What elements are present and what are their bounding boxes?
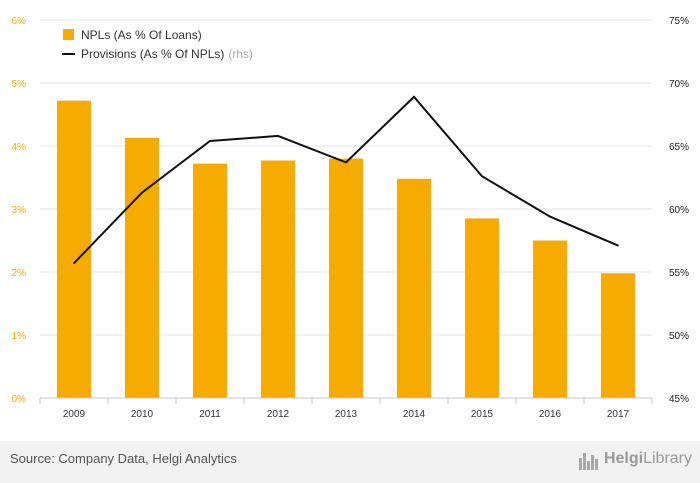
axes: 0% 45% 1% 50% 2% 55% 3% 60% 4% 65% 5% 70% 6% 75% 2009 2… xyxy=(12,16,690,420)
line-point xyxy=(481,175,483,178)
npl-bars xyxy=(57,100,635,398)
legend-swatch-npls xyxy=(63,29,74,40)
y-left-tick-label: 5% xyxy=(12,79,27,90)
x-tick-label: 2017 xyxy=(607,409,630,420)
x-tick-label: 2010 xyxy=(131,409,154,420)
x-tick-label: 2016 xyxy=(539,409,562,420)
line-point xyxy=(345,161,347,164)
y-right-tick-label: 55% xyxy=(669,268,689,279)
line-point xyxy=(549,215,551,218)
chart: 0% 45% 1% 50% 2% 55% 3% 60% 4% 65% 5% 70% 6% 75% 2009 2… xyxy=(12,16,690,420)
x-tick-label: 2014 xyxy=(403,409,426,420)
bar xyxy=(125,137,159,398)
y-left-tick-label: 1% xyxy=(12,331,27,342)
footer: Source: Company Data, Helgi Analytics He… xyxy=(0,441,700,483)
logo-text-helgi: Helgi xyxy=(603,450,644,467)
x-tick-label: 2015 xyxy=(471,409,494,420)
bar xyxy=(465,218,499,398)
bar xyxy=(601,273,635,398)
line-point xyxy=(413,96,415,98)
line-point xyxy=(73,262,75,264)
legend: NPLs (As % Of Loans) Provisions (As % Of… xyxy=(62,28,253,61)
legend-label-npls: NPLs (As % Of Loans) xyxy=(81,28,202,42)
bar xyxy=(397,178,431,398)
provisions-line xyxy=(73,95,619,264)
line-point xyxy=(141,191,143,194)
helgi-library-logo: HelgiLibrary xyxy=(578,447,692,471)
y-left-tick-label: 2% xyxy=(12,268,27,279)
y-left-tick-label: 3% xyxy=(12,205,27,216)
y-right-tick-label: 50% xyxy=(669,331,689,342)
bar xyxy=(533,240,567,398)
x-tick-label: 2013 xyxy=(335,409,358,420)
bar xyxy=(193,163,227,398)
y-right-tick-label: 60% xyxy=(669,205,689,216)
line-point xyxy=(617,244,619,247)
x-tick-label: 2011 xyxy=(199,409,221,420)
library-books-icon xyxy=(578,448,599,470)
x-tick-label: 2012 xyxy=(267,409,290,420)
line-point xyxy=(209,140,211,142)
y-left-tick-label: 6% xyxy=(12,16,27,27)
y-right-tick-label: 45% xyxy=(669,394,689,405)
y-left-tick-label: 0% xyxy=(12,394,27,405)
y-right-tick-label: 70% xyxy=(669,79,689,90)
bar xyxy=(329,158,363,398)
line-point xyxy=(277,135,279,137)
x-tick-label: 2009 xyxy=(63,409,86,420)
logo-text-library: Library xyxy=(643,450,692,467)
y-right-tick-label: 65% xyxy=(669,142,689,153)
bar xyxy=(57,100,91,398)
bar xyxy=(261,160,295,398)
y-left-tick-label: 4% xyxy=(12,142,27,153)
legend-label-provisions: Provisions (As % Of NPLs) (rhs) xyxy=(81,47,253,61)
y-right-tick-label: 75% xyxy=(669,16,689,27)
source-note: Source: Company Data, Helgi Analytics xyxy=(10,451,237,466)
